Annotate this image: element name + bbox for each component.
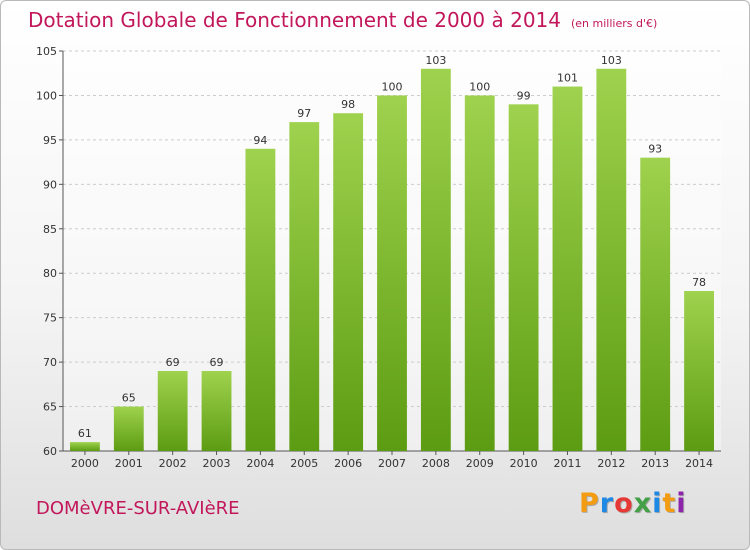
- x-tick-label: 2000: [71, 457, 99, 470]
- bar: [70, 442, 100, 451]
- bar-value-label: 103: [425, 54, 446, 67]
- x-tick-label: 2001: [115, 457, 143, 470]
- bar: [289, 122, 320, 451]
- y-tick-label: 60: [43, 445, 57, 458]
- bar: [333, 113, 364, 451]
- bar-value-label: 101: [557, 72, 578, 85]
- bar-value-label: 100: [469, 80, 490, 93]
- chart-title-block: Dotation Globale de Fonctionnement de 20…: [28, 8, 657, 32]
- bar: [245, 148, 276, 451]
- x-tick-label: 2012: [597, 457, 625, 470]
- brand-logo: Proxiti: [579, 488, 687, 519]
- bar-value-label: 103: [601, 54, 622, 67]
- brand-letter: i: [652, 488, 663, 519]
- x-tick-label: 2002: [159, 457, 187, 470]
- bar: [596, 68, 627, 452]
- brand-letter: r: [599, 488, 615, 519]
- y-tick-label: 85: [43, 223, 57, 236]
- brand-letter: P: [579, 488, 600, 519]
- bar: [201, 371, 232, 451]
- bar: [552, 86, 583, 452]
- chart-subtitle: (en milliers d'€): [571, 17, 658, 30]
- y-tick-label: 80: [43, 267, 57, 280]
- bar: [113, 406, 144, 451]
- x-tick-label: 2005: [290, 457, 318, 470]
- bar-value-label: 65: [122, 392, 136, 405]
- bar-value-label: 61: [78, 427, 92, 440]
- x-tick-label: 2004: [246, 457, 274, 470]
- y-tick-label: 65: [43, 401, 57, 414]
- y-tick-label: 70: [43, 356, 57, 369]
- bar: [640, 157, 671, 451]
- brand-letter: t: [662, 488, 677, 519]
- bar: [420, 68, 451, 452]
- bar: [377, 95, 407, 451]
- commune-name: DOMèVRE-SUR-AVIèRE: [36, 498, 240, 519]
- bar-value-label: 69: [210, 356, 224, 369]
- y-tick-label: 90: [43, 178, 57, 191]
- x-tick-label: 2011: [553, 457, 581, 470]
- brand-letter: x: [633, 488, 653, 519]
- x-tick-label: 2014: [685, 457, 713, 470]
- bar-value-label: 99: [517, 89, 531, 102]
- y-tick-label: 105: [36, 45, 57, 58]
- brand-letter: i: [676, 488, 687, 519]
- bar: [684, 291, 714, 451]
- x-tick-label: 2013: [641, 457, 669, 470]
- bar: [508, 104, 539, 451]
- y-tick-label: 95: [43, 134, 57, 147]
- bar: [464, 95, 495, 451]
- bar-value-label: 93: [648, 143, 662, 156]
- bar-value-label: 100: [382, 80, 403, 93]
- y-tick-label: 100: [36, 89, 57, 102]
- bar-value-label: 97: [297, 107, 311, 120]
- x-tick-label: 2003: [203, 457, 231, 470]
- bar-value-label: 78: [692, 276, 706, 289]
- y-tick-label: 75: [43, 312, 57, 325]
- x-tick-label: 2009: [466, 457, 494, 470]
- chart-title: Dotation Globale de Fonctionnement de 20…: [28, 8, 561, 32]
- x-tick-label: 2008: [422, 457, 450, 470]
- bar: [157, 371, 188, 451]
- bar-value-label: 98: [341, 98, 355, 111]
- bar-value-label: 94: [253, 134, 267, 147]
- x-tick-label: 2010: [510, 457, 538, 470]
- bar-value-label: 69: [166, 356, 180, 369]
- brand-letter: o: [614, 488, 634, 519]
- x-tick-label: 2006: [334, 457, 362, 470]
- x-tick-label: 2007: [378, 457, 406, 470]
